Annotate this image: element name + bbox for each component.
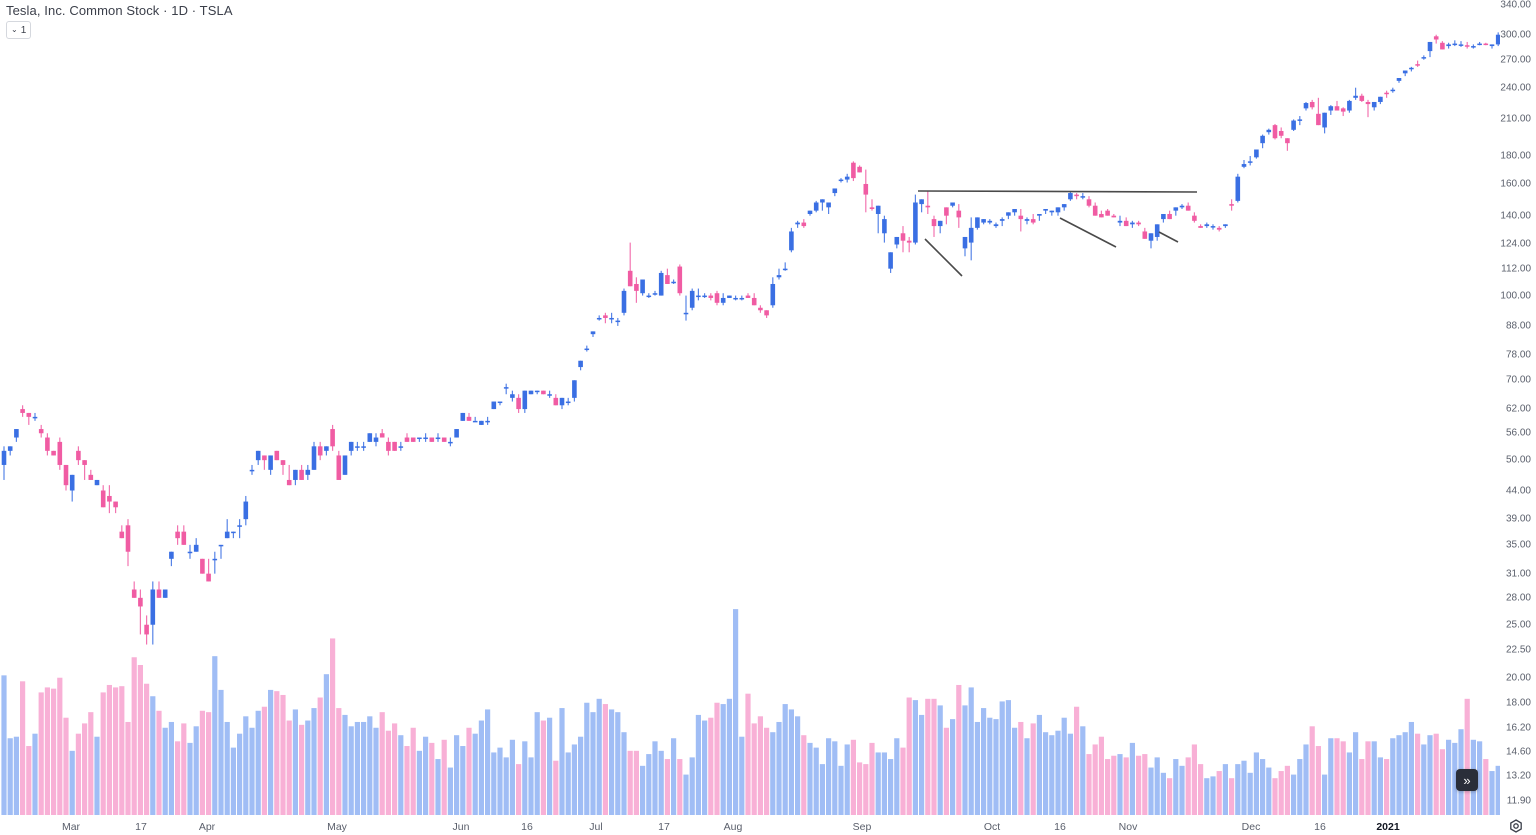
price-tick-label: 18.00 — [1505, 697, 1531, 709]
time-tick-label: 16 — [1054, 821, 1066, 833]
time-tick-label: Sep — [852, 821, 872, 833]
time-tick-label: Apr — [198, 821, 216, 833]
time-tick-label: 16 — [521, 821, 533, 833]
drawing-annotations — [917, 190, 1198, 277]
price-tick-label: 210.00 — [1500, 113, 1531, 125]
price-tick-label: 62.00 — [1505, 403, 1531, 415]
price-tick-label: 56.00 — [1505, 427, 1531, 439]
time-tick-label: 16 — [1314, 821, 1326, 833]
price-tick-label: 13.20 — [1505, 770, 1531, 782]
time-tick-label: Oct — [983, 821, 1001, 833]
price-tick-label: 35.00 — [1505, 539, 1531, 551]
time-tick-label: Jun — [452, 821, 470, 833]
price-tick-label: 70.00 — [1505, 374, 1531, 386]
price-tick-label: 78.00 — [1505, 349, 1531, 361]
price-tick-label: 300.00 — [1500, 29, 1531, 41]
scroll-to-realtime-button[interactable]: » — [1456, 769, 1478, 791]
collapse-legend-button[interactable]: ⌄ 1 — [6, 21, 32, 39]
time-tick-label: Dec — [1241, 821, 1261, 833]
price-tick-label: 100.00 — [1500, 290, 1531, 302]
price-tick-label: 14.60 — [1505, 746, 1531, 758]
price-tick-label: 16.20 — [1505, 722, 1531, 734]
price-tick-label: 180.00 — [1500, 150, 1531, 162]
time-tick-label: 17 — [658, 821, 670, 833]
candlesticks — [1, 32, 1500, 645]
price-tick-label: 124.00 — [1500, 238, 1531, 250]
price-tick-label: 88.00 — [1505, 320, 1531, 332]
settings-gear-icon[interactable] — [1509, 819, 1523, 833]
price-tick-label: 31.00 — [1505, 568, 1531, 580]
time-tick-label: Aug — [723, 821, 743, 833]
price-tick-label: 50.00 — [1505, 454, 1531, 466]
price-tick-label: 270.00 — [1500, 54, 1531, 66]
price-tick-label: 140.00 — [1500, 210, 1531, 222]
price-tick-label: 25.00 — [1505, 619, 1531, 631]
price-tick-label: 160.00 — [1500, 178, 1531, 190]
time-tick-label: Mar — [61, 821, 81, 833]
price-tick-label: 11.90 — [1506, 795, 1531, 807]
chevron-down-icon: ⌄ — [11, 25, 18, 34]
price-tick-label: 240.00 — [1500, 82, 1531, 94]
time-tick-label: May — [327, 821, 347, 833]
price-tick-label: 20.00 — [1505, 672, 1531, 684]
time-tick-label: Jul — [589, 821, 603, 833]
price-tick-label: 340.00 — [1500, 0, 1531, 11]
volume-bars — [1, 609, 1500, 815]
time-tick-label: Nov — [1118, 821, 1138, 833]
time-tick-label: 17 — [135, 821, 147, 833]
price-tick-label: 112.00 — [1501, 263, 1531, 275]
legend-count: 1 — [20, 24, 27, 36]
double-chevron-right-icon: » — [1463, 772, 1471, 788]
price-tick-label: 22.50 — [1505, 644, 1531, 656]
price-tick-label: 39.00 — [1505, 513, 1531, 525]
price-tick-label: 28.00 — [1505, 592, 1531, 604]
price-tick-label: 44.00 — [1505, 485, 1531, 496]
price-chart-canvas[interactable] — [0, 0, 1500, 835]
time-tick-label: 2021 — [1376, 821, 1400, 833]
chart-title: Tesla, Inc. Common Stock · 1D · TSLA — [6, 3, 233, 18]
